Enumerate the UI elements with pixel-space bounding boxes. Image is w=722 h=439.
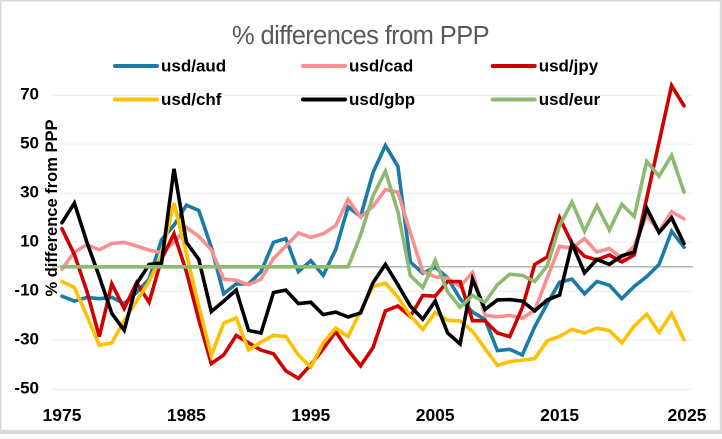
svg-text:2025: 2025 — [668, 405, 707, 425]
svg-text:% differences from PPP: % differences from PPP — [232, 22, 489, 50]
svg-text:-50: -50 — [14, 378, 39, 397]
svg-text:usd/eur: usd/eur — [539, 90, 601, 109]
svg-text:30: 30 — [20, 182, 39, 201]
svg-text:usd/jpy: usd/jpy — [539, 57, 599, 76]
svg-text:1995: 1995 — [291, 405, 330, 425]
svg-text:10: 10 — [20, 231, 39, 250]
svg-text:-30: -30 — [14, 329, 39, 348]
svg-text:usd/chf: usd/chf — [161, 90, 222, 109]
svg-text:usd/gbp: usd/gbp — [349, 90, 415, 109]
svg-text:usd/aud: usd/aud — [161, 57, 226, 76]
svg-text:2005: 2005 — [416, 405, 455, 425]
svg-text:2015: 2015 — [540, 405, 579, 425]
svg-text:70: 70 — [20, 84, 39, 103]
svg-text:1975: 1975 — [43, 405, 82, 425]
svg-text:-10: -10 — [14, 280, 39, 299]
svg-text:1985: 1985 — [167, 405, 206, 425]
svg-text:% difference from PPP: % difference from PPP — [43, 120, 61, 297]
svg-text:usd/cad: usd/cad — [349, 57, 413, 76]
svg-text:50: 50 — [20, 133, 39, 152]
